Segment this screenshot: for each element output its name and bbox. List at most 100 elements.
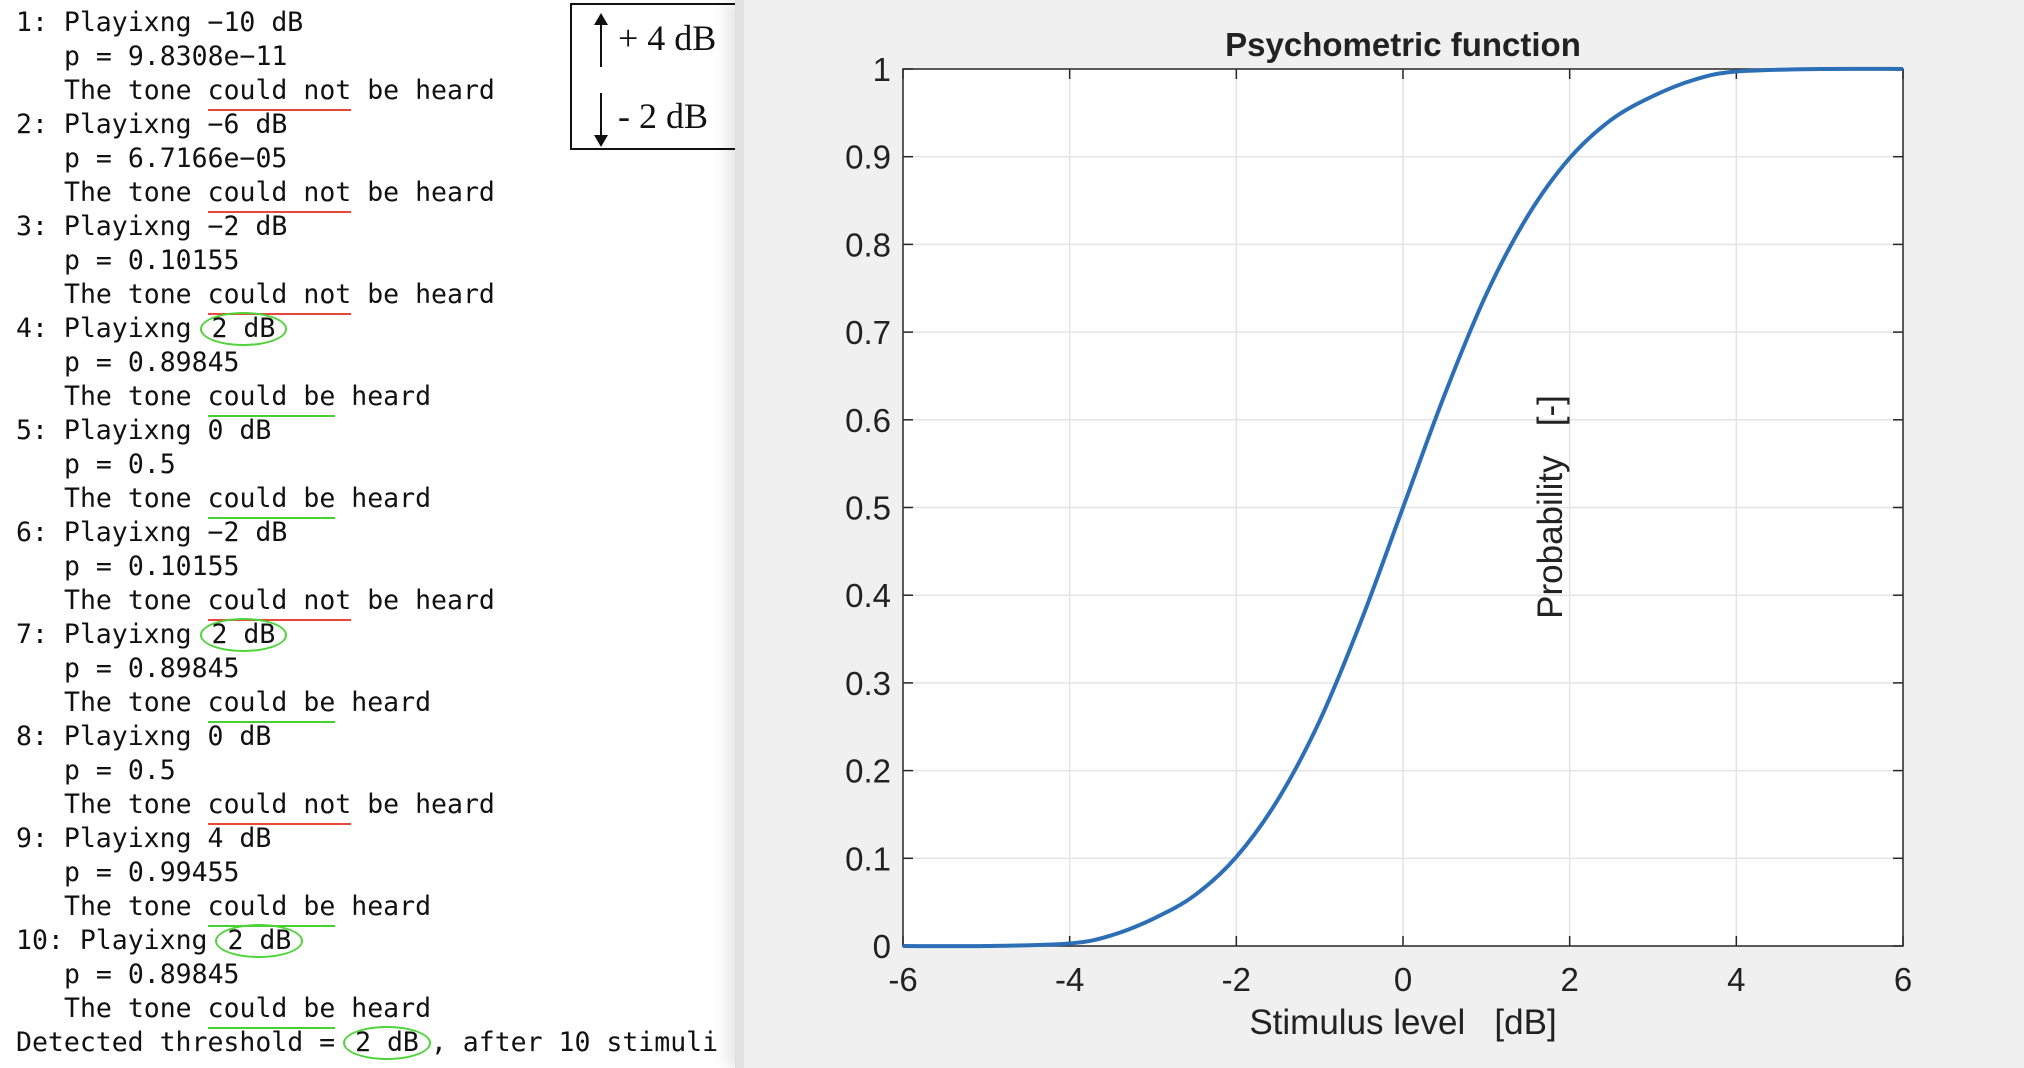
console-probability-line: p = 0.89845 xyxy=(16,958,718,992)
word-heard: heard xyxy=(351,687,432,718)
console-play-line: 4: Playixng 2 dB xyxy=(16,312,718,346)
console-probability-line: p = 0.99455 xyxy=(16,856,718,890)
trial-number: 8: xyxy=(16,721,48,752)
x-axis-label: Stimulus level [dB] xyxy=(1249,1003,1556,1042)
console-play-line: 5: Playixng 0 dB xyxy=(16,414,718,448)
playing-word: Playixng xyxy=(79,925,208,956)
chart-title: Psychometric function xyxy=(1225,26,1581,63)
y-tick-label: 1 xyxy=(873,51,891,88)
word-be: be xyxy=(303,993,336,1024)
threshold-value: 2 dB xyxy=(343,1026,431,1060)
rule-up-label: + 4 dB xyxy=(618,18,717,58)
grid-layer xyxy=(903,69,1903,946)
x-tick-label: 4 xyxy=(1727,961,1745,998)
trial-number: 6: xyxy=(16,517,48,548)
word-not: not xyxy=(303,75,352,106)
word-heard: heard xyxy=(351,381,432,412)
x-tick-label: 2 xyxy=(1560,961,1578,998)
console-lines: 1: Playixng −10 dB p = 9.8308e−11 The tone… xyxy=(16,6,718,1060)
x-tick-label: -2 xyxy=(1222,961,1251,998)
result-subject: The tone xyxy=(64,891,192,922)
stimulus-level: −10 dB xyxy=(207,7,304,38)
console-not-heard-line: The tone could not be heard xyxy=(16,278,718,315)
y-tick-label: 0.3 xyxy=(845,665,891,702)
threshold-suffix: , after 10 stimuli xyxy=(430,1027,719,1058)
trial-number: 3: xyxy=(16,211,48,242)
trial-number: 9: xyxy=(16,823,48,854)
console-not-heard-line: The tone could not be heard xyxy=(16,176,718,213)
console-heard-line: The tone could be heard xyxy=(16,890,718,927)
console-heard-line: The tone could be heard xyxy=(16,380,718,417)
circled-level: 2 dB xyxy=(199,618,288,652)
word-could: could xyxy=(207,687,288,718)
could-not-underline: could not xyxy=(207,788,351,825)
word-heard: heard xyxy=(351,891,432,922)
console-heard-line: The tone could be heard xyxy=(16,686,718,723)
figure-edge xyxy=(736,0,744,1068)
word-could: could xyxy=(207,483,288,514)
could-not-underline: could not xyxy=(207,176,352,213)
y-tick-label: 0.2 xyxy=(845,753,891,790)
rule-down-label: - 2 dB xyxy=(618,96,708,136)
console-output: 1: Playixng −10 dB p = 9.8308e−11 The tone… xyxy=(0,0,735,1068)
word-not: not xyxy=(303,279,352,310)
result-subject: The tone xyxy=(64,177,192,208)
could-be-underline: could be xyxy=(207,482,335,519)
circled-level: 2 dB xyxy=(199,312,288,346)
threshold-prefix: Detected threshold = xyxy=(16,1027,336,1058)
word-heard: heard xyxy=(351,993,432,1024)
trial-number: 7: xyxy=(16,619,48,650)
word-be: be xyxy=(367,177,400,208)
could-be-underline: could be xyxy=(207,890,335,927)
stimulus-level: 4 dB xyxy=(207,823,272,854)
word-heard: heard xyxy=(415,789,495,820)
could-not-underline: could not xyxy=(207,278,352,315)
console-heard-line: The tone could be heard xyxy=(16,482,718,519)
psychometric-chart: -6 -4 -2 0 2 4 600.10.20.30.40.50.60.70.80.91 … xyxy=(845,26,1912,1042)
console-play-line: 10: Playixng 2 dB xyxy=(16,924,718,958)
console-play-line: 6: Playixng −2 dB xyxy=(16,516,718,550)
word-could: could xyxy=(207,891,288,922)
arrow-down-icon xyxy=(594,93,608,147)
playing-word: Playixng xyxy=(63,109,192,140)
probability-value: p = 0.89845 xyxy=(64,959,240,990)
probability-value: p = 9.8308e−11 xyxy=(64,41,288,72)
playing-word: Playixng xyxy=(63,313,192,344)
word-be: be xyxy=(303,381,336,412)
x-tick-label: -6 xyxy=(888,961,917,998)
stimulus-level: −2 dB xyxy=(207,211,288,242)
console-heard-line: The tone could be heard xyxy=(16,992,718,1029)
could-be-underline: could be xyxy=(207,380,336,417)
console-play-line: 2: Playixng −6 dB xyxy=(16,108,718,142)
word-heard: heard xyxy=(415,585,495,616)
console-probability-line: p = 0.5 xyxy=(16,754,718,788)
result-subject: The tone xyxy=(64,993,192,1024)
stimulus-level: −2 dB xyxy=(207,517,288,548)
y-tick-label: 0.8 xyxy=(845,226,891,263)
console-probability-line: p = 0.89845 xyxy=(16,346,718,380)
console-threshold-line: Detected threshold = 2 dB, after 10 stim… xyxy=(16,1026,718,1060)
word-not: not xyxy=(303,177,352,208)
probability-value: p = 0.5 xyxy=(64,449,176,480)
console-play-line: 8: Playixng 0 dB xyxy=(16,720,718,754)
console-probability-line: p = 0.10155 xyxy=(16,550,718,584)
trial-number: 2: xyxy=(16,109,48,140)
rule-down-row: - 2 dB xyxy=(572,87,735,147)
playing-word: Playixng xyxy=(63,7,192,38)
y-tick-label: 0.5 xyxy=(845,490,891,527)
result-subject: The tone xyxy=(64,687,192,718)
word-could: could xyxy=(207,177,288,208)
probability-value: p = 0.5 xyxy=(64,755,176,786)
stimulus-level: 0 dB xyxy=(207,415,272,446)
playing-word: Playixng xyxy=(63,517,192,548)
result-subject: The tone xyxy=(64,585,192,616)
probability-value: p = 0.10155 xyxy=(64,245,240,276)
trial-number: 5: xyxy=(16,415,48,446)
word-could: could xyxy=(207,585,288,616)
circled-level: 2 dB xyxy=(215,924,304,958)
console-play-line: 3: Playixng −2 dB xyxy=(16,210,718,244)
y-tick-label: 0.9 xyxy=(845,139,891,176)
word-heard: heard xyxy=(351,483,432,514)
console-probability-line: p = 0.89845 xyxy=(16,652,718,686)
x-tick-label: 0 xyxy=(1394,961,1412,998)
